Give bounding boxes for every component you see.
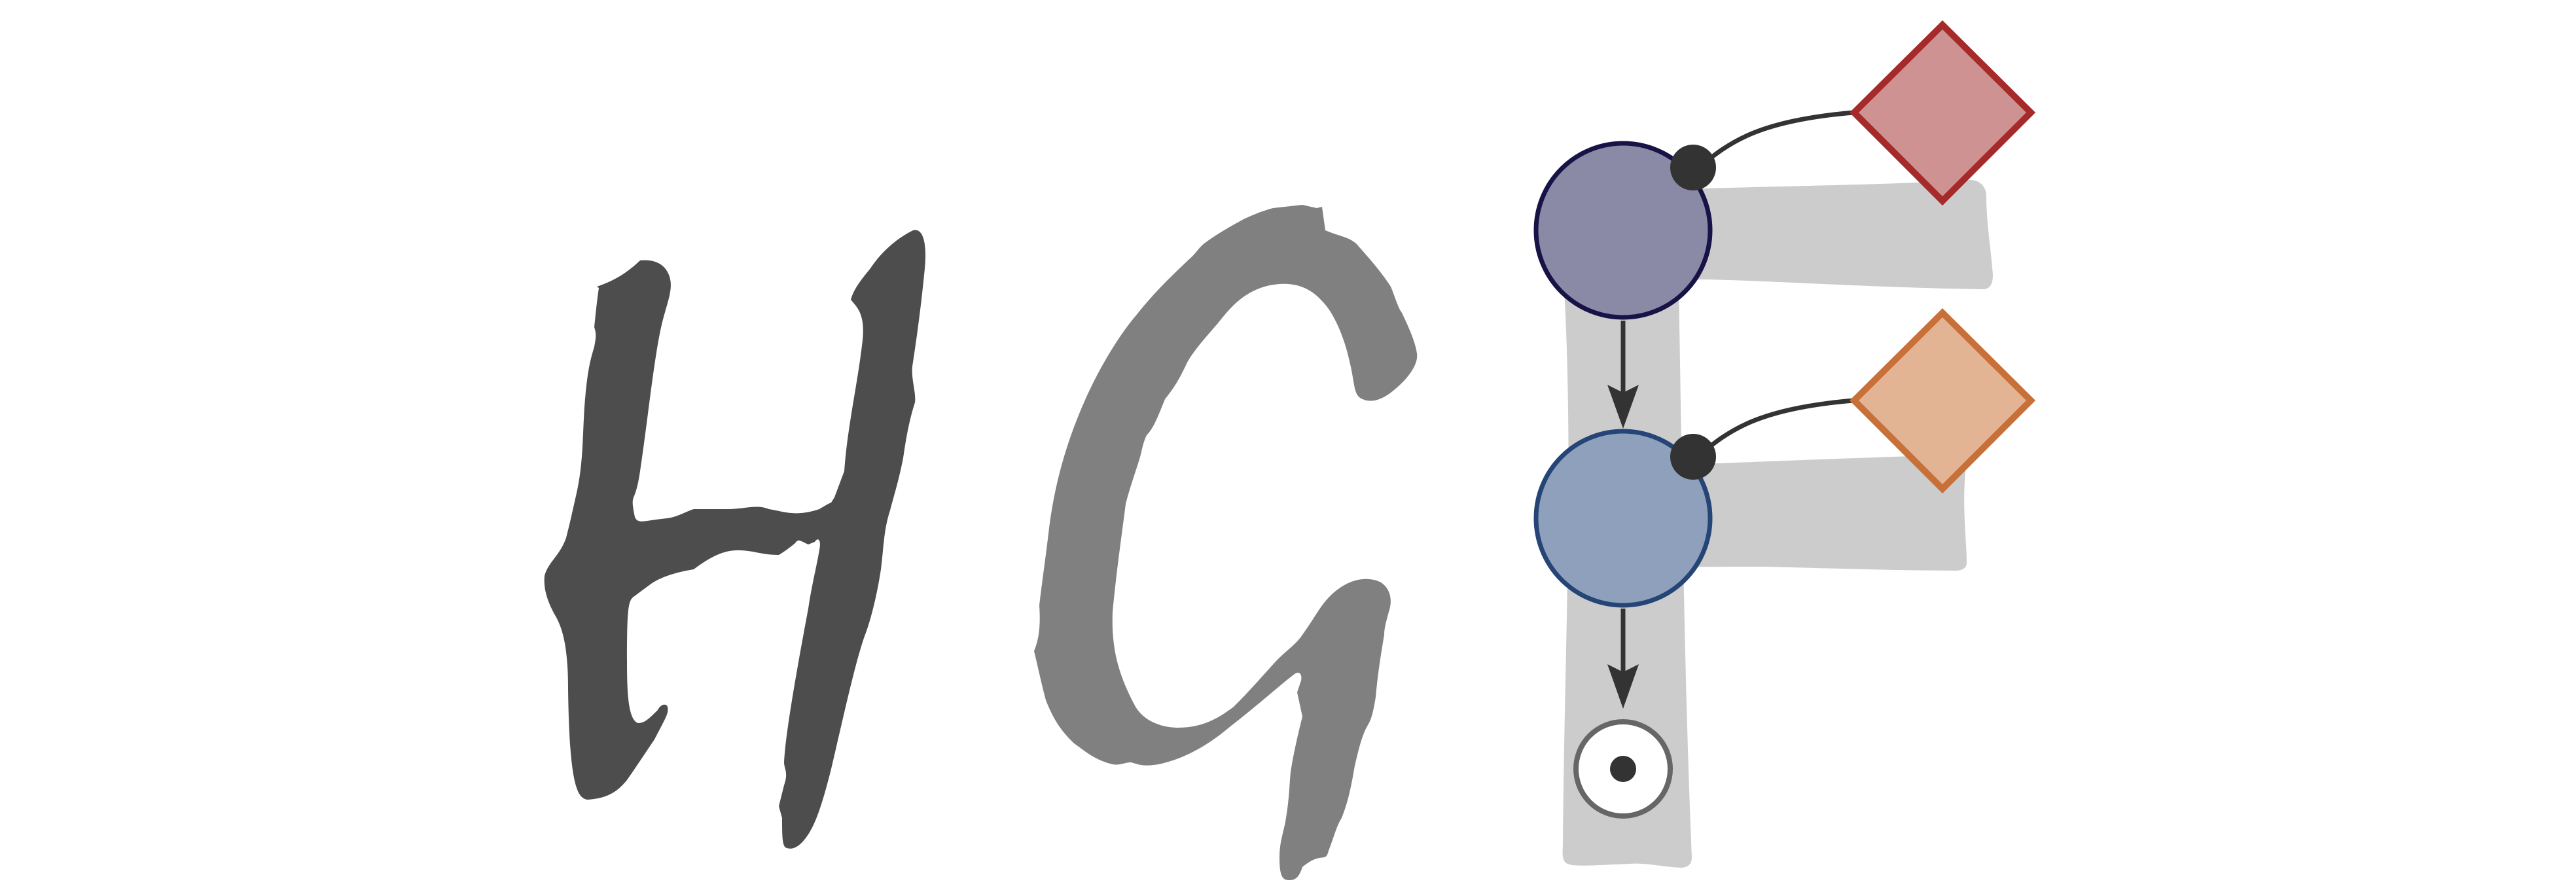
- letter-h-shape: [544, 230, 926, 849]
- letter-f-top-bar: [1656, 180, 1993, 289]
- letter-g: [1034, 205, 1418, 880]
- letter-f-middle-bar: [1656, 455, 1967, 571]
- edge-top-circle-to-top-diamond: [1695, 110, 1854, 171]
- letter-g-shape: [1034, 205, 1418, 880]
- top-circle-node: [1533, 141, 1713, 320]
- terminal-node-center-dot: [1610, 756, 1636, 782]
- edge-middle-circle-to-bottom-diamond: [1695, 398, 1854, 459]
- top-diamond-node: [1849, 20, 2036, 206]
- graph-overlay: [1533, 20, 2036, 819]
- junction-dot-top: [1670, 145, 1716, 190]
- arrowhead-2: [1607, 664, 1639, 709]
- letter-h: [544, 230, 926, 849]
- arrowhead-1: [1607, 385, 1639, 429]
- bottom-diamond-node: [1849, 308, 2036, 494]
- junction-dot-middle: [1670, 434, 1716, 480]
- middle-circle-node: [1533, 429, 1713, 608]
